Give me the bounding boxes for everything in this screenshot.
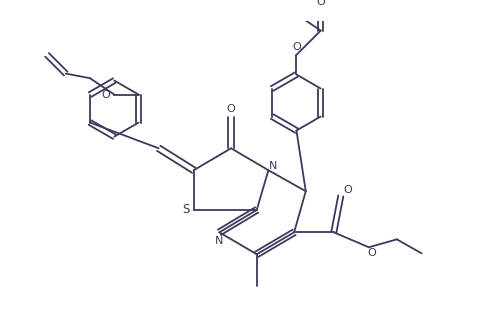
- Text: S: S: [182, 203, 189, 216]
- Text: N: N: [215, 236, 223, 246]
- Text: O: O: [316, 0, 325, 7]
- Text: O: O: [368, 248, 376, 258]
- Text: O: O: [101, 89, 110, 100]
- Text: O: O: [343, 185, 352, 195]
- Text: N: N: [269, 162, 277, 171]
- Text: O: O: [292, 42, 301, 52]
- Text: O: O: [227, 104, 236, 114]
